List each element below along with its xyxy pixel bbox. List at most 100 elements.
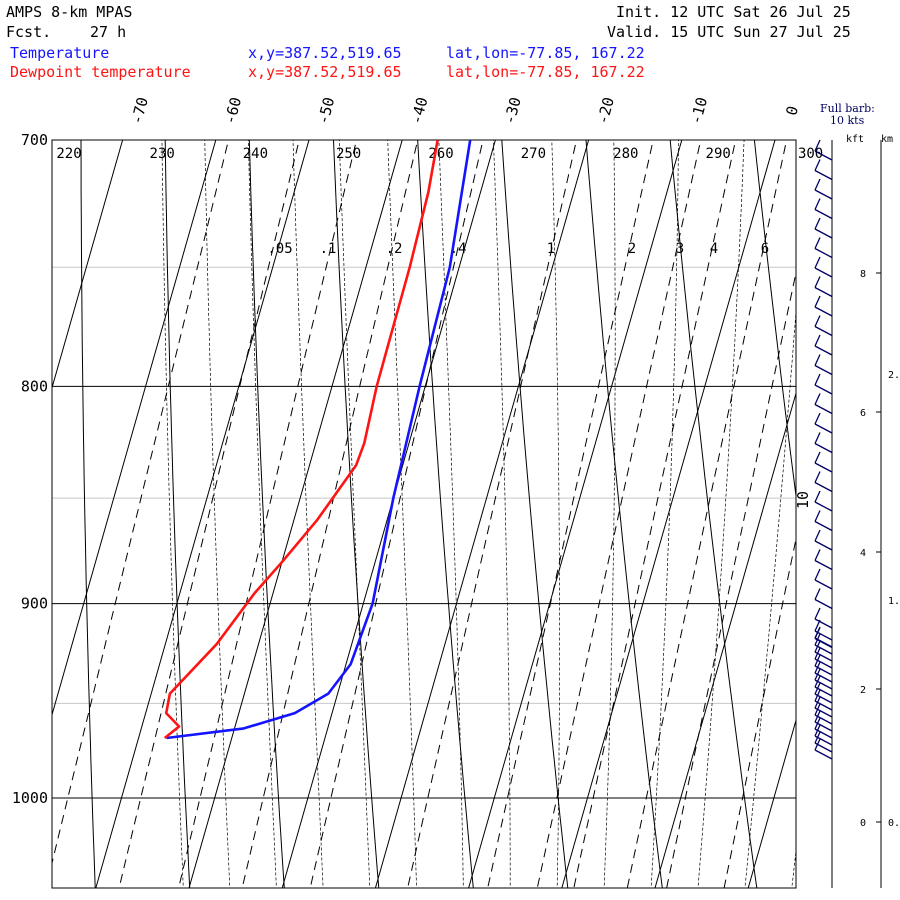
dry-adiabat-line: [832, 87, 900, 900]
dewpoint-profile-line: [163, 140, 439, 740]
isotherm-label: -40: [407, 95, 431, 126]
wind-barb: [814, 451, 833, 473]
model-title: AMPS 8-km MPAS: [6, 3, 133, 21]
mixing-ratio-label: 2: [628, 241, 636, 257]
mixing-ratio-line: [666, 270, 796, 888]
legend-dewpoint-name: Dewpoint temperature: [10, 63, 191, 81]
wind-barb: [814, 315, 833, 337]
dry-adiabat-line: [0, 87, 1, 900]
isotherm-line: [0, 113, 37, 900]
moist-adiabat-line: [204, 140, 231, 888]
mixing-ratio-line: [309, 140, 484, 888]
mixing-ratio-label: 3: [676, 241, 684, 257]
legend-dewpoint-latlon: lat,lon=-77.85, 167.22: [446, 63, 645, 81]
mixing-ratio-line: [723, 536, 796, 888]
pressure-tick-label: 700: [21, 131, 48, 149]
wind-barb: [814, 661, 833, 683]
isotherm-line: [836, 113, 900, 900]
wind-barb: [814, 354, 833, 376]
wind-barb: [814, 276, 833, 298]
wind-barb: [814, 703, 833, 725]
barb-note-line1: Full barb:: [820, 102, 875, 115]
wind-barb: [814, 647, 833, 669]
wind-barb: [814, 139, 833, 161]
wind-barb: [814, 654, 833, 676]
wind-barb: [814, 675, 833, 697]
temperature-profile-line: [166, 140, 472, 740]
pressure-tick-label: 800: [21, 377, 48, 395]
mixing-ratio-line: [536, 140, 702, 888]
wind-barb: [814, 490, 833, 512]
mixing-ratio-label: .1: [320, 241, 337, 257]
wind-barb: [814, 529, 833, 551]
dry-adiabat-line: [248, 140, 285, 888]
side-label: 10: [794, 491, 812, 509]
wind-barb: [814, 696, 833, 718]
kft-tick-label: 0: [860, 818, 866, 829]
mixing-ratio-line: [573, 140, 737, 888]
legend-dewpoint-xy: x,y=387.52,519.65: [248, 63, 402, 81]
wind-barb: [814, 549, 833, 571]
theta-label: 280: [613, 146, 638, 162]
wind-barb: [814, 668, 833, 690]
isotherm-line: [188, 140, 403, 888]
moist-adiabat-line: [744, 307, 796, 888]
moist-adiabat-line: [697, 140, 745, 888]
isotherm-line: [468, 140, 683, 888]
theta-label: 240: [243, 146, 268, 162]
isotherm-line: [374, 140, 590, 888]
dry-adiabat-line: [585, 140, 663, 888]
theta-label: 230: [150, 146, 175, 162]
wind-barb: [814, 217, 833, 239]
isotherm-label: -70: [128, 95, 152, 126]
moist-adiabat-line: [247, 140, 277, 888]
wind-barb: [814, 738, 833, 760]
moist-adiabat-line: [603, 140, 616, 888]
moist-adiabat-line: [338, 140, 371, 888]
km-label: km: [881, 134, 894, 145]
wind-barb: [814, 633, 833, 655]
legend-temperature-latlon: lat,lon=-77.85, 167.22: [446, 44, 645, 62]
kft-tick-label: 6: [860, 408, 866, 419]
dry-adiabat-line: [753, 140, 796, 500]
moist-adiabat-line: [650, 140, 679, 888]
pressure-tick-label: 900: [21, 595, 48, 613]
dry-adiabat-line: [669, 140, 758, 888]
isotherm-label: -10: [687, 95, 711, 126]
mixing-ratio-label: 1: [547, 241, 555, 257]
wind-barb: [814, 682, 833, 704]
theta-label: 250: [336, 146, 361, 162]
moist-adiabat-line: [161, 140, 184, 888]
forecast-hours: 27 h: [90, 23, 127, 41]
dry-adiabat-line: [164, 140, 191, 888]
barb-note-line2: 10 kts: [830, 114, 865, 127]
wind-barb: [814, 568, 833, 590]
moist-adiabat-line: [438, 140, 464, 888]
theta-label: 220: [56, 146, 81, 162]
km-tick-label: 2.: [888, 370, 900, 381]
mixing-ratio-line: [626, 140, 788, 888]
mixing-ratio-line: [487, 140, 654, 888]
wind-barb: [814, 237, 833, 259]
wind-barb: [814, 178, 833, 200]
wind-barb: [814, 256, 833, 278]
isotherm-line: [52, 140, 217, 717]
wind-barb: [814, 159, 833, 181]
init-time: Init. 12 UTC Sat 26 Jul 25: [616, 3, 851, 21]
kft-label: kft: [846, 134, 865, 145]
isotherm-line: [52, 140, 124, 390]
valid-time: Valid. 15 UTC Sun 27 Jul 25: [607, 23, 851, 41]
wind-barb: [814, 607, 833, 629]
kft-tick-label: 2: [860, 685, 866, 696]
dry-adiabat-line: [332, 140, 380, 888]
mixing-ratio-line: [241, 140, 419, 888]
pressure-tick-label: 1000: [12, 789, 48, 807]
mixing-ratio-line: [407, 140, 578, 888]
km-tick-label: 1.: [888, 596, 900, 607]
wind-barb: [814, 432, 833, 454]
wind-barb: [814, 731, 833, 753]
dry-adiabat-line: [501, 140, 569, 888]
mixing-ratio-line: [178, 140, 358, 888]
wind-barb: [814, 689, 833, 711]
